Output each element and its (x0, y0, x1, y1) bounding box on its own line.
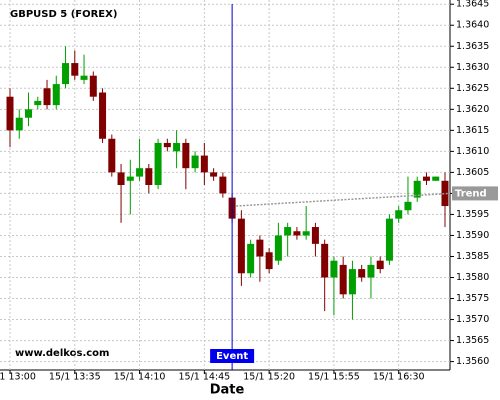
candle-body (237, 218, 245, 274)
candle-body (348, 269, 356, 295)
candle-body (25, 109, 33, 118)
candle-body (89, 75, 97, 97)
y-tick-label: 1.3645 (456, 0, 489, 10)
y-tick-label: 1.3595 (456, 209, 489, 220)
x-tick-label: 15/1 13:00 (0, 372, 36, 383)
x-tick-label: 15/1 14:10 (114, 372, 166, 383)
x-tick-label: 15/1 14:45 (178, 372, 230, 383)
candle-body (163, 142, 171, 148)
candle-body (293, 231, 301, 236)
candle-body (441, 180, 449, 207)
candle-body (247, 243, 255, 274)
candle-body (126, 176, 134, 181)
candle-body (15, 117, 23, 131)
candle-body (358, 269, 366, 278)
candle-body (404, 201, 412, 211)
candle-body (265, 252, 273, 270)
candle-body (302, 231, 310, 236)
x-tick-label: 15/1 16:30 (373, 372, 425, 383)
trend-label: Trend (455, 188, 487, 199)
candle-body (311, 227, 319, 244)
trend-label-bg (452, 186, 498, 201)
candle-body (173, 142, 181, 152)
y-tick-label: 1.3565 (456, 335, 489, 346)
candle-body (219, 176, 227, 194)
chart-title: GBPUSD 5 (FOREX) (10, 9, 117, 20)
candle-body (6, 96, 14, 131)
candle-body (52, 84, 60, 106)
y-tick-label: 1.3560 (456, 356, 489, 367)
candle-body (284, 227, 292, 236)
y-tick-label: 1.3625 (456, 83, 489, 94)
candle-body (274, 235, 282, 261)
candle-body (385, 218, 393, 261)
candle-body (367, 264, 375, 278)
candle-body (413, 180, 421, 198)
candle-body (210, 172, 218, 177)
candle-body (62, 63, 70, 85)
candle-body (34, 100, 42, 106)
y-tick-label: 1.3590 (456, 230, 489, 241)
x-tick-label: 15/1 13:35 (49, 372, 101, 383)
event-label: Event (216, 351, 248, 362)
y-tick-label: 1.3580 (456, 272, 489, 283)
y-tick-label: 1.3640 (456, 20, 489, 31)
candle-body (117, 172, 125, 185)
candle-body (80, 75, 88, 80)
watermark: www.delkos.com (15, 348, 109, 359)
candle-body (330, 260, 338, 278)
x-axis-title: Date (210, 383, 245, 398)
y-tick-label: 1.3575 (456, 293, 489, 304)
y-tick-label: 1.3620 (456, 104, 489, 115)
candle-body (71, 63, 79, 76)
x-tick-label: 15/1 15:20 (243, 372, 295, 383)
candle-body (191, 155, 199, 169)
trend-line (236, 192, 451, 207)
candle-body (422, 176, 430, 181)
candle-body (154, 142, 162, 185)
y-tick-label: 1.3635 (456, 41, 489, 52)
y-tick-label: 1.3615 (456, 125, 489, 136)
candle-body (256, 239, 264, 257)
x-tick-label: 15/1 15:55 (308, 372, 360, 383)
candle-body (145, 168, 153, 185)
candle-body (395, 210, 403, 219)
y-tick-label: 1.3570 (456, 314, 489, 325)
event-label-bg (210, 349, 255, 363)
y-tick-label: 1.3585 (456, 251, 489, 262)
candle-body (108, 138, 116, 173)
candle-body (376, 260, 384, 270)
candle-body (136, 168, 144, 177)
candle-body (99, 92, 107, 139)
candle-body (321, 243, 329, 278)
candle-body (339, 264, 347, 295)
y-tick-label: 1.3630 (456, 62, 489, 73)
candle-body (182, 142, 190, 169)
y-tick-label: 1.3605 (456, 167, 489, 178)
candle-body (200, 155, 208, 173)
candle-body (43, 88, 51, 106)
candle-body (432, 176, 440, 181)
y-tick-label: 1.3610 (456, 146, 489, 157)
